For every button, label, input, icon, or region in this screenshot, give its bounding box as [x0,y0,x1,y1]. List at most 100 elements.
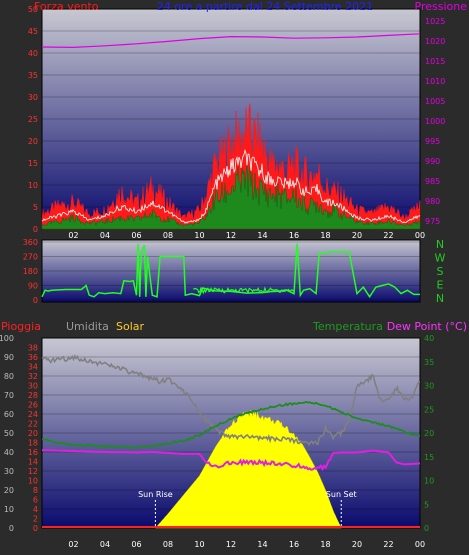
humidity-tick-label: 40 [4,448,14,457]
temperature-tick-label: 40 [424,334,434,343]
wind-x-tick-label: 20 [352,231,362,240]
wind-series [41,33,421,230]
temperature-x-tick-label: 14 [257,540,267,549]
pressure-tick-label: 995 [425,137,440,146]
rain-tick-label: 4 [33,505,38,514]
pressure-tick-label: 985 [425,177,440,186]
pressure-tick-label: 1015 [425,57,445,66]
wind-tick-label: 45 [28,27,38,36]
direction-gridlines [42,241,420,301]
pressure-line [41,33,421,49]
rain-tick-label: 6 [33,496,38,505]
humidity-tick-label: 80 [4,372,14,381]
pressure-tick-label: 1000 [425,117,445,126]
rain-label: Pioggia [1,320,41,333]
pressure-tick-label: 975 [425,217,440,226]
wind-tick-label: 10 [28,181,38,190]
rain-tick-label: 30 [28,382,38,391]
wind-tick-label: 25 [28,115,38,124]
temperature-x-tick-label: 16 [289,540,299,549]
temperature-x-tick-label: 02 [68,540,78,549]
rain-tick-label: 0 [33,524,38,533]
wind-tick-label: 5 [33,203,38,212]
compass-letter: N [436,238,444,251]
temperature-x-tick-label: 08 [163,540,173,549]
temperature-line [41,400,421,450]
wind-x-tick-label: 18 [320,231,330,240]
wind-x-axis: 02 04 06 08 10 12 14 16 18 20 22 00 [68,231,425,240]
temperature-x-tick-label: 04 [100,540,110,549]
direction-tick-label: 0 [33,296,38,305]
wind-direction-noise [193,286,295,295]
humidity-tick-label: 90 [4,353,14,362]
wind-average-area [41,163,421,230]
pressure-tick-label: 1005 [425,97,445,106]
wind-gust-area [41,103,421,230]
rain-tick-label: 34 [28,363,38,372]
direction-tick-label: 360 [23,238,38,247]
rain-tick-label: 28 [28,391,38,400]
rain-tick-label: 16 [28,448,38,457]
pressure-tick-label: 1020 [425,37,445,46]
compass-letter: S [437,265,444,278]
wind-x-tick-label: 08 [163,231,173,240]
humidity-tick-label: 20 [4,486,14,495]
wind-x-tick-label: 04 [100,231,110,240]
wind-tick-label: 35 [28,71,38,80]
rain-tick-label: 10 [28,477,38,486]
wind-x-tick-label: 12 [226,231,236,240]
sun-annotations: Sun Rise Sun Set [138,490,357,528]
pressure-tick-label: 990 [425,157,440,166]
temperature-tick-label: 35 [424,358,434,367]
temperature-x-tick-label: 06 [131,540,141,549]
wind-left-axis: 0 5 10 15 20 25 30 35 40 45 50 [28,5,38,234]
temperature-tick-label: 10 [424,477,434,486]
temperature-x-tick-label: 22 [383,540,393,549]
compass-letter: N [436,292,444,305]
rain-tick-label: 2 [33,515,38,524]
humidity-tick-label: 10 [4,505,14,514]
humidity-tick-label: 60 [4,410,14,419]
temperature-series [41,354,421,529]
rain-tick-label: 24 [28,410,38,419]
temperature-axis: 0 5 10 15 20 25 30 35 40 [424,334,434,533]
direction-tick-label: 180 [23,267,38,276]
compass-letter: W [435,252,446,265]
pressure-axis-label: Pressione [415,0,468,13]
rain-tick-label: 14 [28,458,38,467]
humidity-label: Umidita [66,320,109,333]
wind-x-tick-label: 00 [415,231,425,240]
rain-tick-label: 22 [28,420,38,429]
temperature-tick-label: 20 [424,429,434,438]
humidity-axis: 0 10 20 30 40 50 60 70 80 90 100 [0,334,14,533]
wind-x-tick-label: 16 [289,231,299,240]
wind-x-tick-label: 06 [131,231,141,240]
temperature-x-axis: 02 04 06 08 10 12 14 16 18 20 22 00 [68,540,425,549]
rain-tick-label: 8 [33,486,38,495]
dew-point-line [42,449,421,472]
humidity-tick-label: 30 [4,467,14,476]
temperature-label: Temperatura [312,320,383,333]
wind-tick-label: 40 [28,49,38,58]
direction-left-axis: 0 90 180 270 360 [23,238,38,305]
compass-letter: E [437,279,444,292]
humidity-line [41,354,420,447]
rain-tick-label: 12 [28,467,38,476]
wind-tick-label: 30 [28,93,38,102]
pressure-tick-label: 1025 [425,17,445,26]
temperature-x-tick-label: 12 [226,540,236,549]
wind-x-tick-label: 14 [257,231,267,240]
humidity-tick-label: 0 [9,524,14,533]
direction-series [41,243,420,299]
sun-event-label: Sun Set [326,490,357,499]
temperature-tick-label: 30 [424,382,434,391]
solar-label: Solar [116,320,145,333]
pressure-right-axis: 975 980 985 990 995 1000 1005 1010 1015 1020 1025 [425,17,445,226]
humidity-tick-label: 50 [4,429,14,438]
temperature-tick-label: 25 [424,405,434,414]
direction-tick-label: 270 [23,253,38,262]
